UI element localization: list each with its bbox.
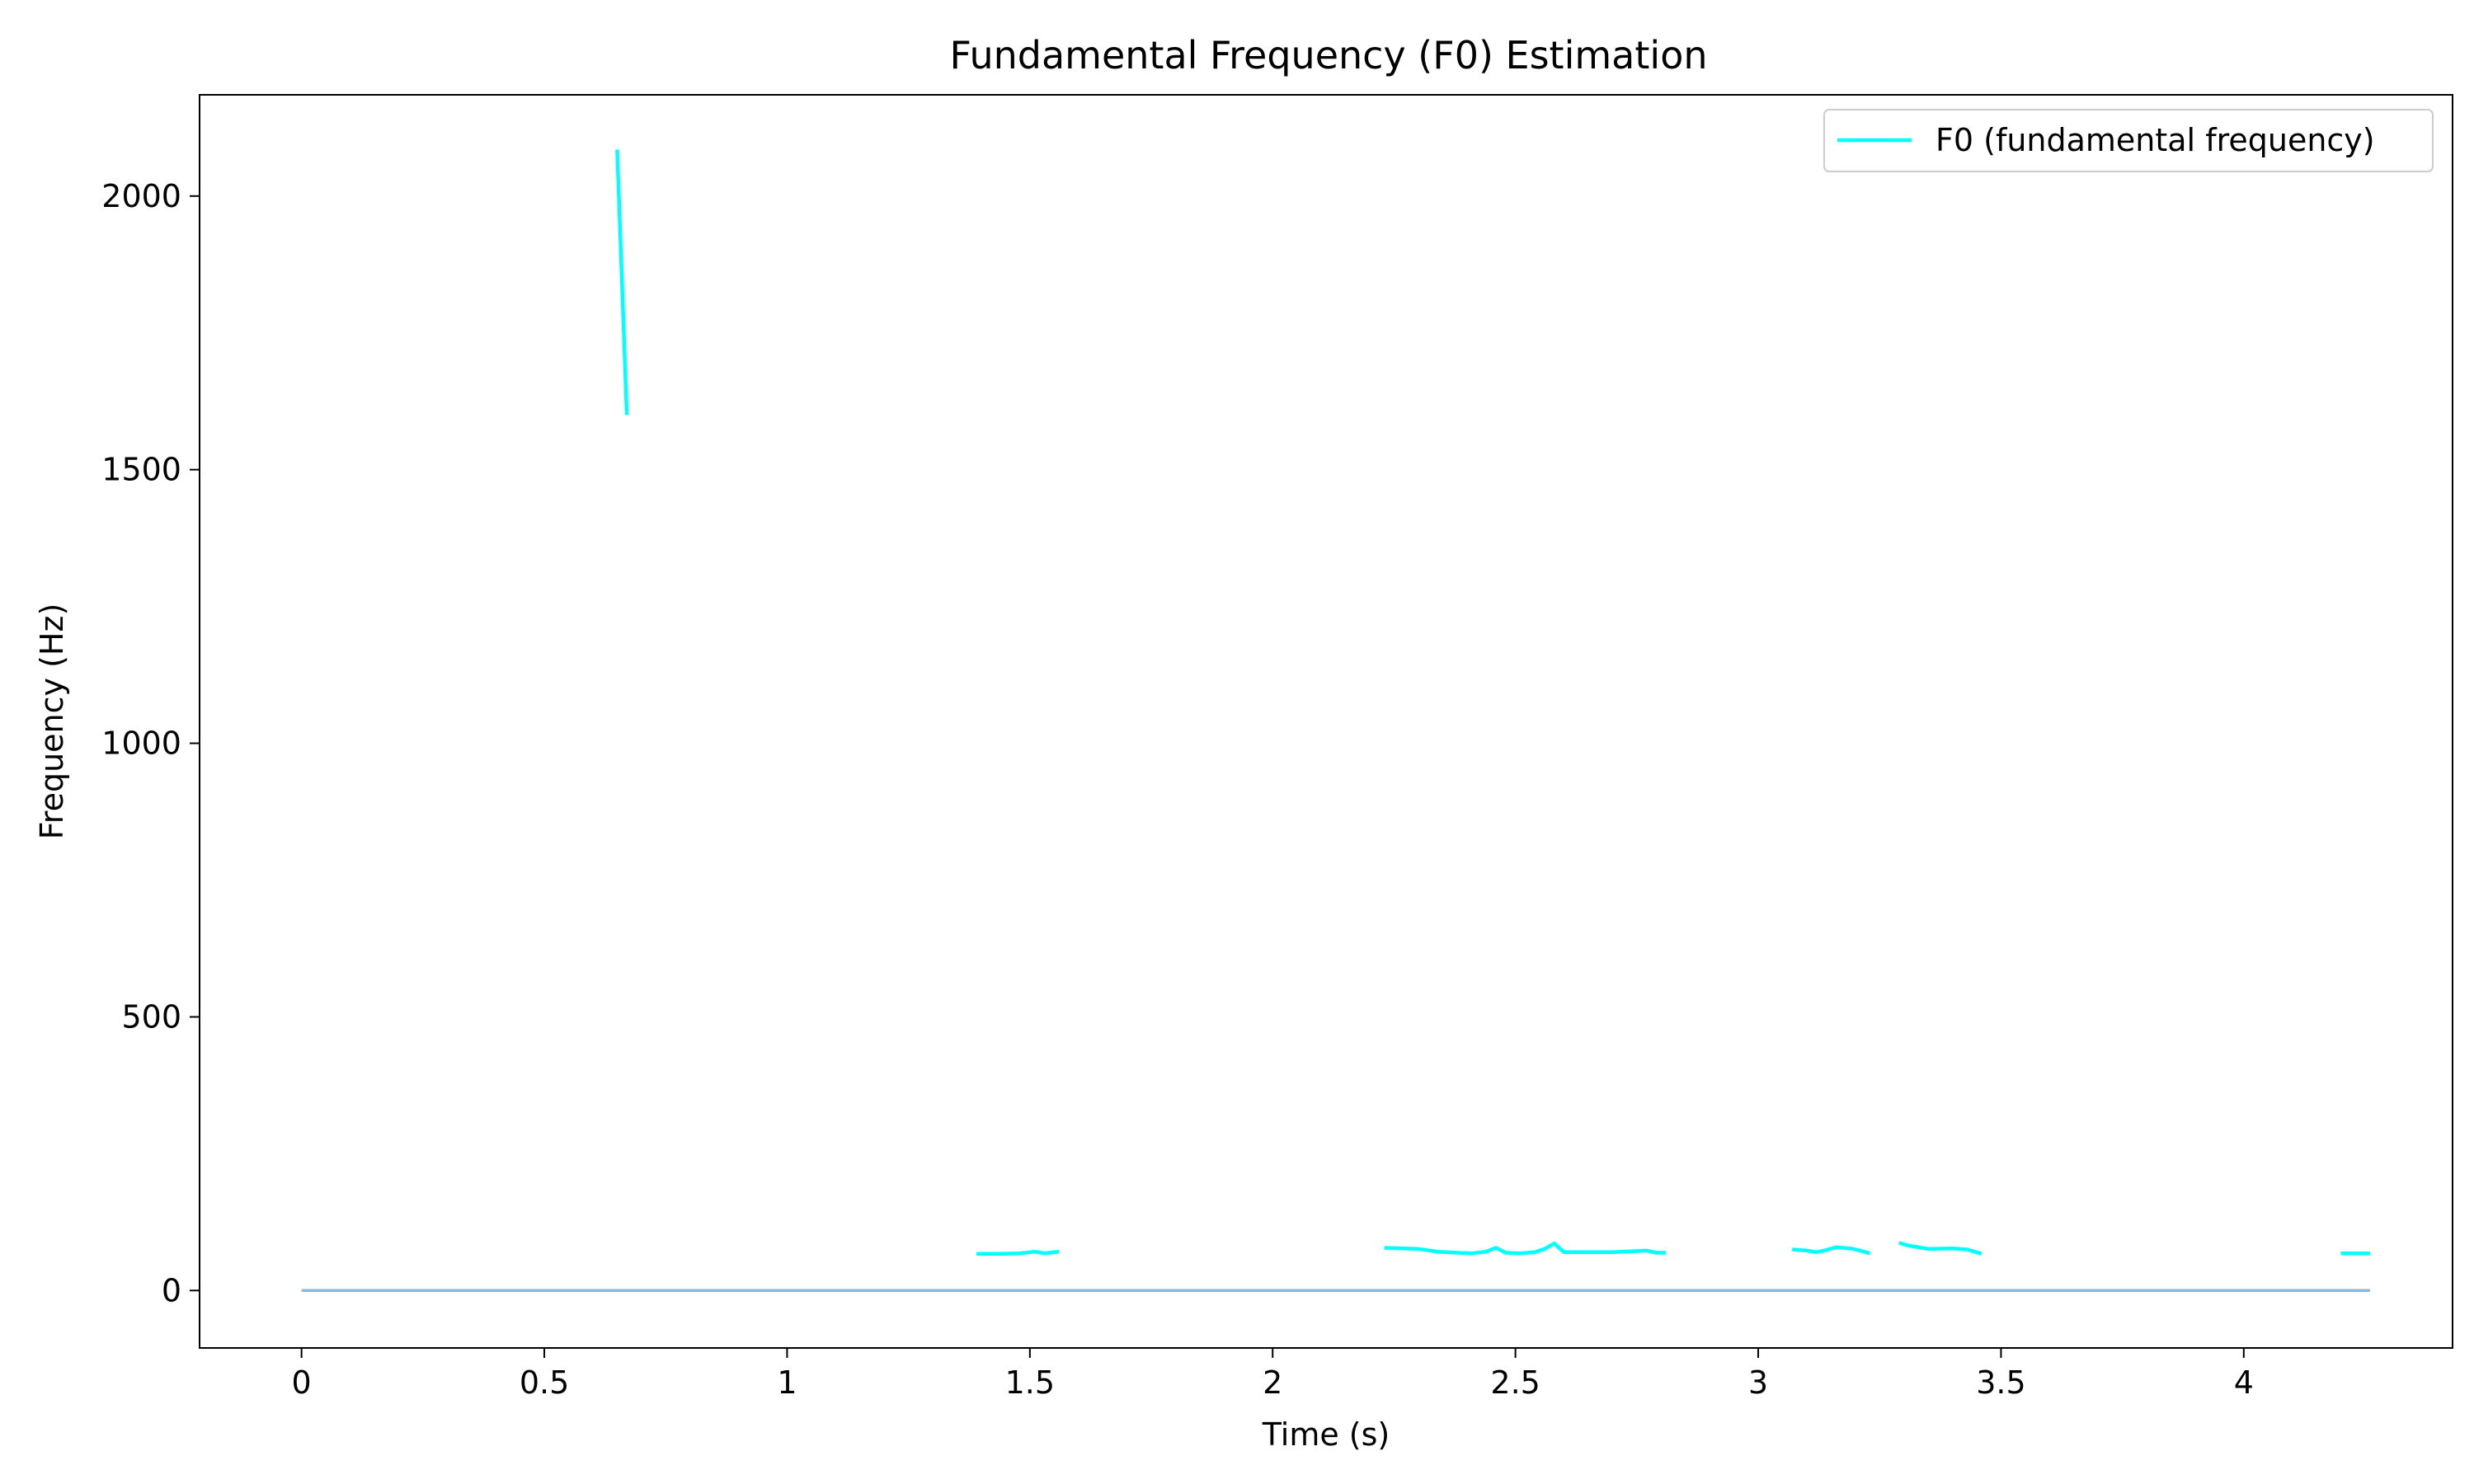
y-tick-label: 1500 xyxy=(101,452,181,488)
y-tick-label: 1000 xyxy=(101,726,181,762)
series-layer xyxy=(301,149,2370,1293)
y-tick-label: 0 xyxy=(162,1272,181,1308)
legend: F0 (fundamental frequency) xyxy=(1823,109,2434,172)
legend-label-f0: F0 (fundamental frequency) xyxy=(1935,122,2375,158)
x-tick-label: 1.5 xyxy=(1005,1364,1055,1401)
x-tick-label: 0.5 xyxy=(520,1364,569,1401)
x-tick-label: 3 xyxy=(1748,1364,1768,1401)
f0-series-segment-2 xyxy=(1384,1241,1667,1256)
f0-series-segment-3 xyxy=(1792,1245,1871,1256)
y-tick-label: 2000 xyxy=(101,178,181,214)
x-tick-label: 0 xyxy=(292,1364,312,1401)
plot-frame xyxy=(199,94,2453,1349)
x-tick-label: 1 xyxy=(777,1364,797,1401)
f0-series-segment-0 xyxy=(615,149,629,416)
x-tick-label: 4 xyxy=(2234,1364,2254,1401)
x-tick-label: 2 xyxy=(1263,1364,1282,1401)
y-tick-label: 500 xyxy=(121,998,181,1035)
f0-series-segment-1 xyxy=(976,1249,1060,1256)
x-axis-label: Time (s) xyxy=(1262,1416,1390,1453)
x-tick-label: 3.5 xyxy=(1976,1364,2025,1401)
x-tick-label: 2.5 xyxy=(1490,1364,1540,1401)
legend-box xyxy=(1823,109,2434,172)
f0-series-segment-4 xyxy=(1898,1241,1982,1256)
y-axis: 0 500 1000 1500 2000 xyxy=(101,178,200,1308)
chart-title: Fundamental Frequency (F0) Estimation xyxy=(950,33,1708,77)
y-axis-label: Frequency (Hz) xyxy=(34,603,70,840)
x-axis: 0 0.5 1 1.5 2 2.5 3 3.5 4 xyxy=(292,1348,2254,1401)
